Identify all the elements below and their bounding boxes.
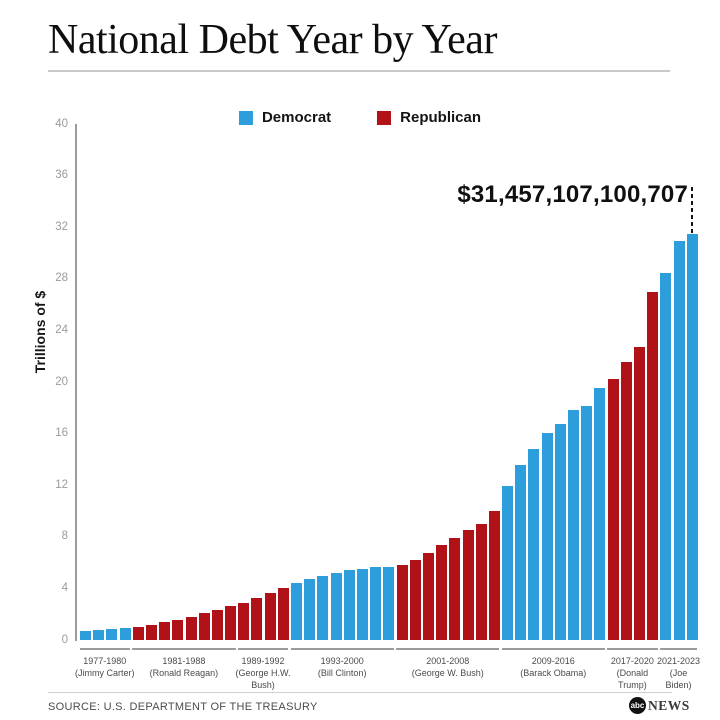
y-axis-line [75, 124, 77, 641]
bar-2014 [568, 410, 580, 640]
bar-2002 [409, 559, 421, 640]
y-tick-4: 4 [61, 581, 68, 594]
x-axis-line-barack-obama [501, 648, 605, 650]
bar-1991 [264, 592, 276, 640]
x-group-label-george-h-w-bush: 1989-1992 (George H.W. Bush) [235, 656, 291, 691]
bar-2009 [502, 486, 514, 640]
bar-2020 [647, 292, 659, 640]
bar-1979 [106, 629, 118, 640]
abc-logo-icon: abc [629, 697, 646, 714]
legend-label-democrat: Democrat [261, 109, 332, 126]
bar-2006 [462, 530, 474, 640]
bar-2017 [607, 378, 619, 640]
x-axis-line-george-h-w-bush [237, 648, 289, 650]
y-tick-40: 40 [55, 117, 68, 130]
bar-2007 [475, 523, 487, 640]
bar-1989 [238, 603, 250, 640]
bar-1983 [159, 622, 171, 640]
bar-1982 [145, 625, 157, 640]
bar-1999 [370, 566, 382, 640]
x-axis-line-ronald-reagan [132, 648, 236, 650]
x-axis-line-donald-trump [607, 648, 658, 650]
bar-1977 [80, 630, 91, 640]
bar-2013 [554, 424, 566, 640]
republican-color-swatch [377, 110, 392, 125]
y-tick-12: 12 [55, 478, 68, 491]
bar-2004 [436, 544, 448, 640]
bar-2005 [449, 537, 461, 640]
footer-divider [48, 692, 672, 693]
legend-item-republican: Republican [377, 109, 481, 126]
bar-2023 [686, 234, 698, 640]
x-group-label-bill-clinton: 1993-2000 (Bill Clinton) [317, 656, 367, 679]
bar-2003 [422, 552, 434, 640]
bar-2019 [633, 346, 645, 640]
y-tick-36: 36 [55, 169, 68, 182]
bar-1985 [185, 616, 197, 640]
bar-1986 [198, 612, 210, 640]
source-credit: SOURCE: U.S. DEPARTMENT OF THE TREASURY [48, 701, 318, 713]
bar-2022 [673, 241, 685, 640]
bar-1987 [211, 609, 223, 640]
bar-1996 [330, 572, 342, 640]
x-axis-line-jimmy-carter [79, 648, 131, 650]
y-tick-0: 0 [61, 633, 68, 646]
bar-2000 [383, 566, 395, 640]
x-group-label-joe-biden: 2021-2023 (Joe Biden) [657, 656, 701, 691]
bar-2015 [581, 405, 593, 640]
democrat-color-swatch [238, 110, 253, 125]
x-group-label-ronald-reagan: 1981-1988 (Ronald Reagan) [149, 656, 219, 679]
y-tick-28: 28 [55, 272, 68, 285]
abc-news-logo: abc NEWS [629, 697, 690, 714]
y-tick-8: 8 [61, 530, 68, 543]
x-group-label-donald-trump: 2017-2020 (Donald Trump) [610, 656, 654, 691]
page-title: National Debt Year by Year [48, 17, 497, 63]
y-tick-24: 24 [55, 323, 68, 336]
y-tick-20: 20 [55, 375, 68, 388]
bar-2021 [660, 273, 672, 640]
title-divider [48, 70, 670, 72]
abc-news-wordmark: NEWS [648, 697, 690, 713]
x-axis-line-george-w-bush [396, 648, 500, 650]
bar-1978 [93, 630, 105, 640]
chart-legend: Democrat Republican [238, 109, 481, 126]
bar-1981 [132, 627, 144, 640]
y-tick-16: 16 [55, 427, 68, 440]
bar-1980 [119, 628, 131, 640]
bar-1990 [251, 598, 263, 640]
legend-label-republican: Republican [400, 109, 482, 126]
bar-1992 [277, 587, 289, 640]
y-tick-32: 32 [55, 220, 68, 233]
bar-1997 [343, 570, 355, 640]
bar-2018 [620, 362, 632, 640]
debt-total-annotation: $31,457,107,100,707 [457, 181, 688, 208]
bar-2012 [541, 432, 553, 640]
legend-item-democrat: Democrat [238, 109, 332, 126]
bar-1988 [225, 606, 237, 640]
bar-2011 [528, 449, 540, 640]
x-axis-line-joe-biden [659, 648, 698, 650]
x-group-label-barack-obama: 2009-2016 (Barack Obama) [520, 656, 587, 679]
bar-2001 [396, 565, 408, 640]
bar-2008 [488, 510, 500, 640]
bar-1984 [172, 619, 184, 640]
x-axis-line-bill-clinton [290, 648, 394, 650]
bar-1998 [356, 568, 368, 640]
x-group-label-jimmy-carter: 1977-1980 (Jimmy Carter) [75, 656, 135, 679]
bar-1994 [304, 579, 316, 640]
x-group-label-george-w-bush: 2001-2008 (George W. Bush) [411, 656, 484, 679]
bar-2010 [515, 465, 527, 640]
bar-1995 [317, 575, 329, 640]
bar-2016 [594, 387, 606, 640]
annotation-dashed-line [691, 187, 693, 234]
bar-1993 [291, 583, 303, 640]
